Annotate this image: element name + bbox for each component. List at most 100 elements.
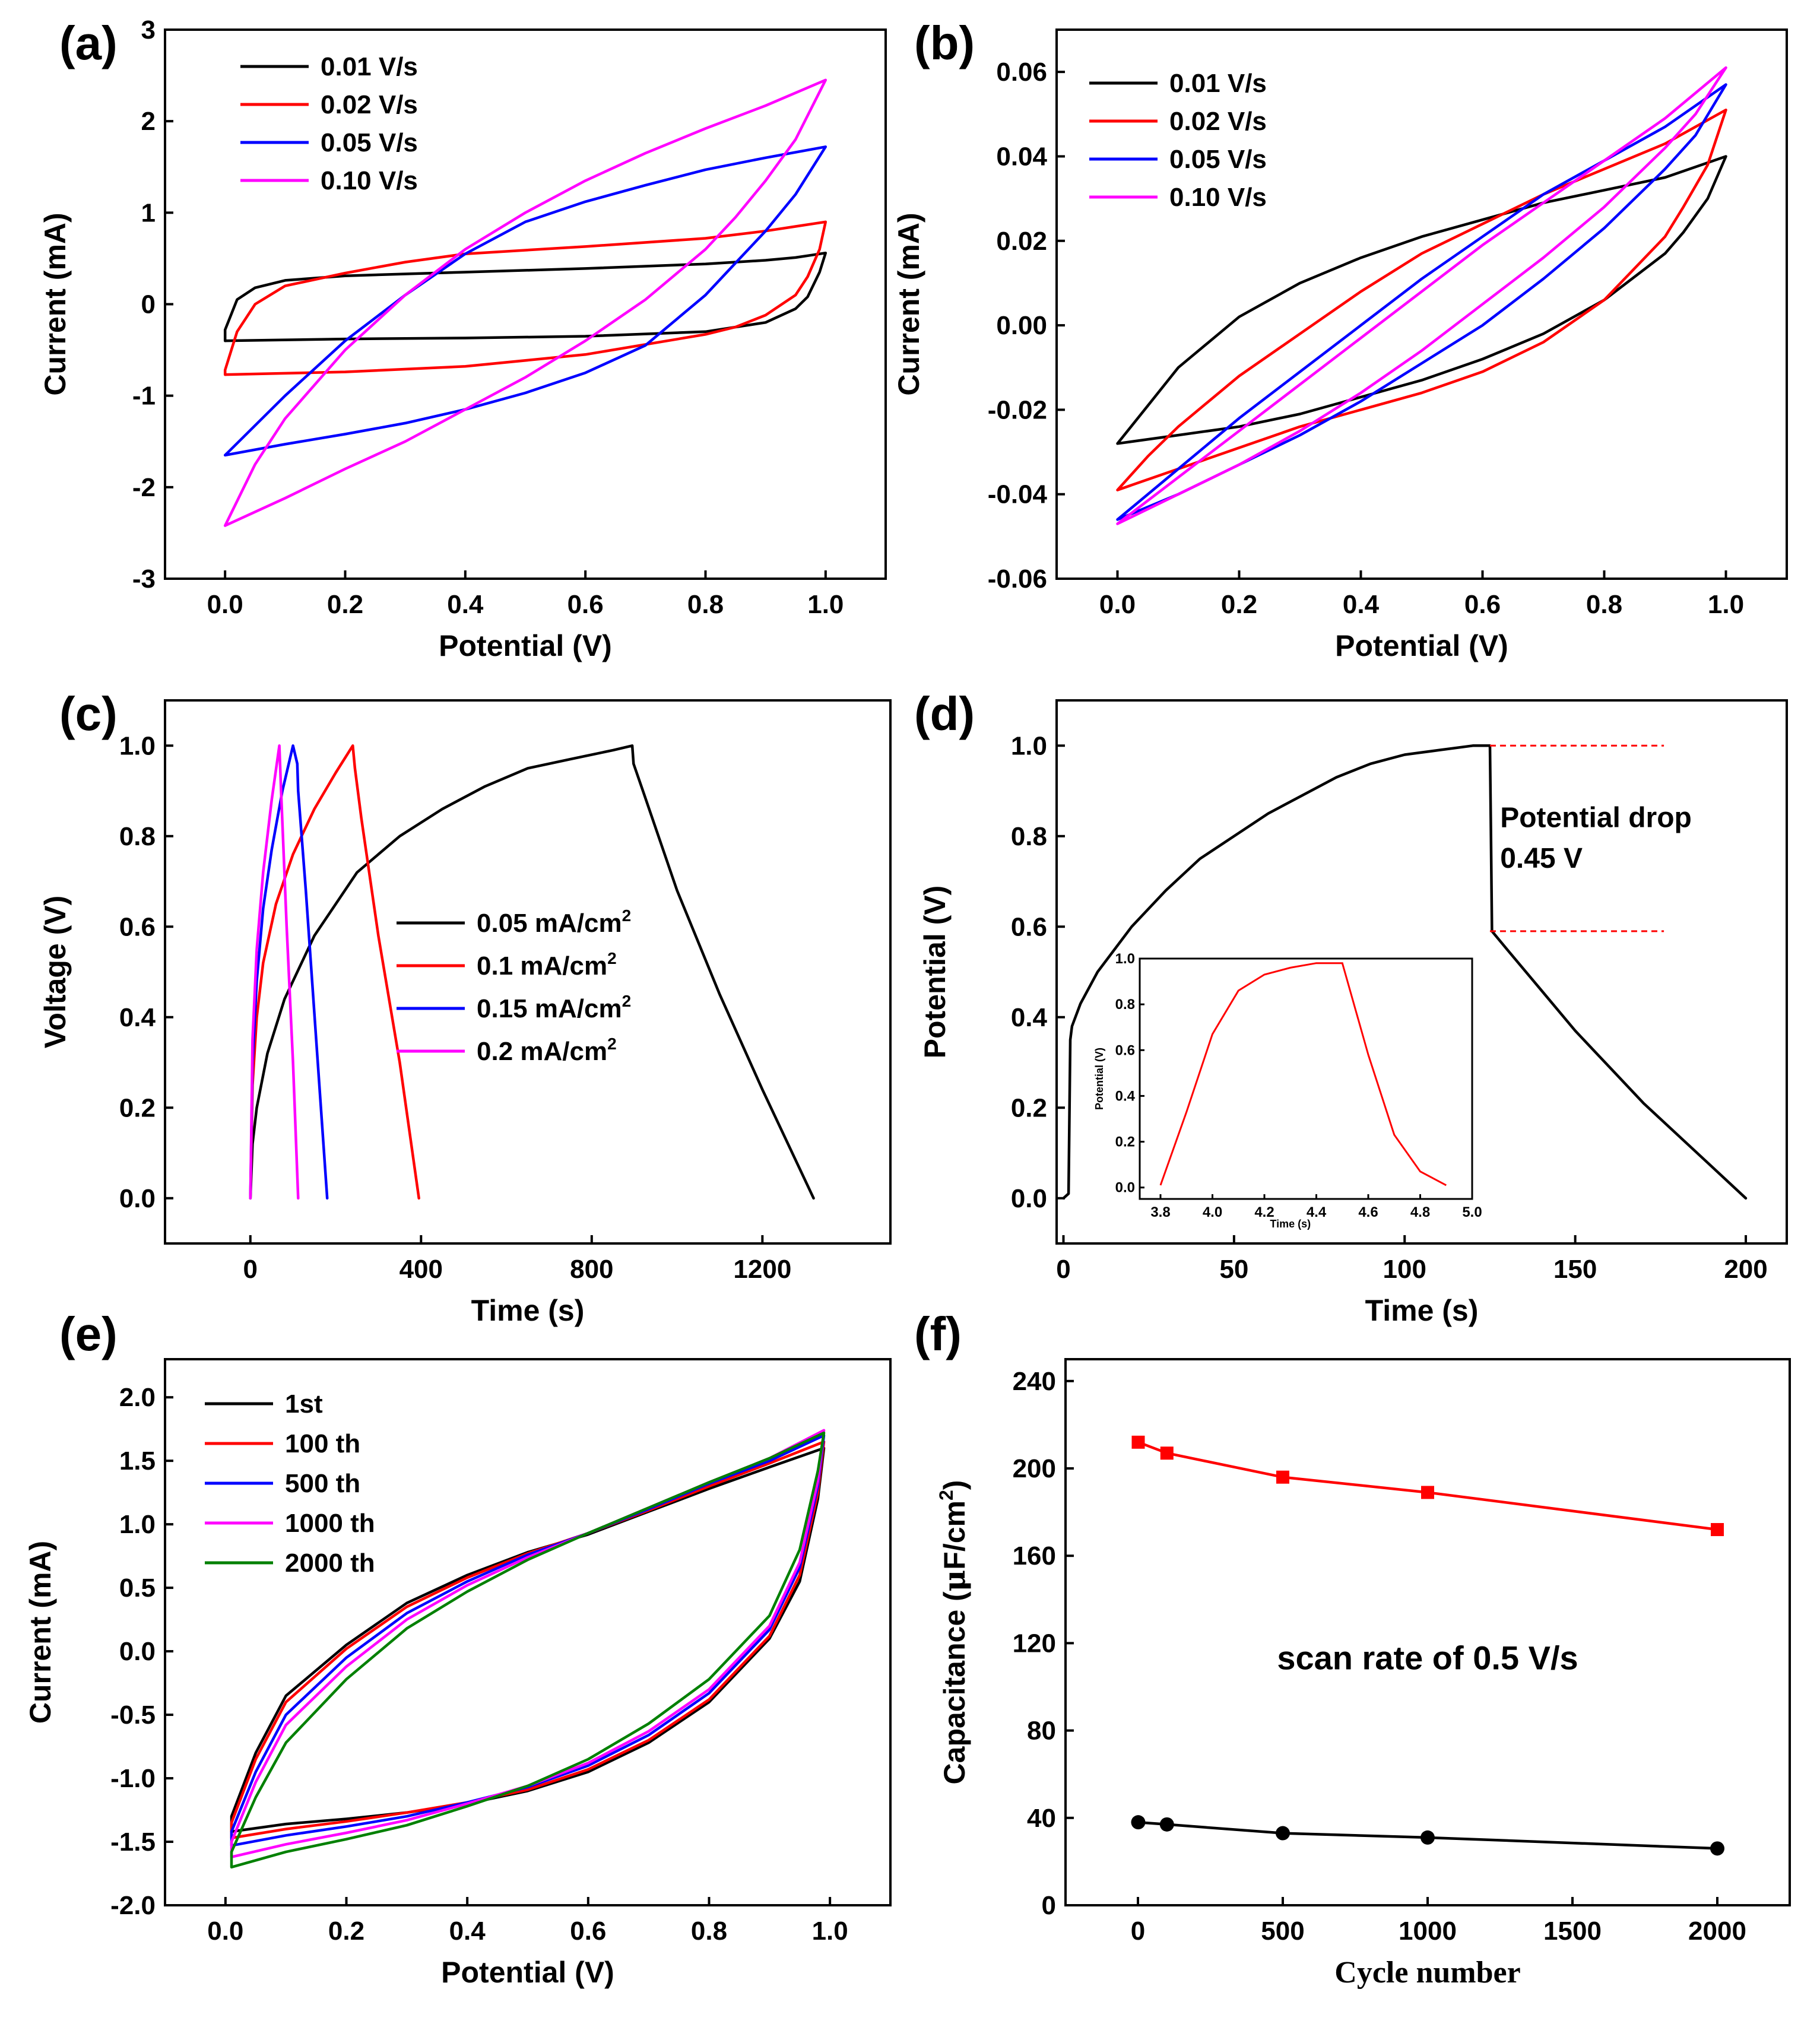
x-tick-label-b: 0.0 <box>1099 590 1136 619</box>
legend-label-b: 0.01 V/s <box>1169 69 1267 98</box>
y-axis-label-c: Voltage (V) <box>39 896 72 1048</box>
y-axis-label-a: Current (mA) <box>39 212 72 395</box>
y-axis-label-e: Current (mA) <box>24 1541 57 1724</box>
y-axis-label-f: Capacitance (μF/cm2) <box>936 1480 972 1785</box>
legend-sup-c: 2 <box>622 906 632 925</box>
y-tick-label-b: 0.06 <box>996 58 1047 87</box>
y-tick-label-a: 1 <box>141 198 156 227</box>
series-b-0-10-v-s <box>1116 66 1727 525</box>
inset-y-tick-label: 0.8 <box>1115 997 1135 1013</box>
inset-y-tick-label: 0.0 <box>1115 1180 1135 1196</box>
x-tick-label-a: 0.2 <box>327 590 363 619</box>
plot-frame-a <box>164 28 887 580</box>
y-tick-label-f: 240 <box>1013 1367 1056 1396</box>
inset-series <box>1159 962 1447 1186</box>
chart-panel-b: 0.0 0.2 0.4 0.6 0.8 1.0 -0.06 -0.04 -0.02 0.00 0.0… <box>892 17 1788 662</box>
series-a-0-05-v-s <box>223 145 827 457</box>
y-tick-label-d: 1.0 <box>1011 731 1047 760</box>
legend-label-b: 0.05 V/s <box>1169 145 1267 174</box>
chart-panel-f: 0 500 1000 1500 2000 0 40 80 120 160 200 240 Cycle n… <box>914 1308 1791 1990</box>
legend-sup-c: 2 <box>607 1035 617 1053</box>
y-tick-label-e: -2.0 <box>110 1891 156 1920</box>
x-tick-label-e: 0.2 <box>328 1917 364 1946</box>
x-tick-label-b: 0.6 <box>1464 590 1501 619</box>
y-tick-label-c: 0.6 <box>119 912 156 941</box>
x-tick-label-a: 0.4 <box>447 590 484 619</box>
data-point-f-red <box>1421 1486 1434 1499</box>
chart-panel-c: 0 400 800 1200 0.0 0.2 0.4 0.6 0.8 1.0 Time (s) Vol… <box>39 687 892 1327</box>
x-tick-label-c: 1200 <box>733 1255 791 1284</box>
y-tick-label-d: 0.8 <box>1011 822 1047 851</box>
series-e-2000-th <box>230 1431 826 1869</box>
y-tick-label-e: -0.5 <box>110 1700 156 1730</box>
y-tick-label-e: 2.0 <box>119 1383 156 1412</box>
legend-label-e: 1st <box>285 1389 323 1419</box>
y-tick-label-c: 1.0 <box>119 731 156 760</box>
x-tick-label-d: 0 <box>1056 1255 1070 1284</box>
inset-y-tick-label: 0.2 <box>1115 1134 1135 1150</box>
legend-label-b: 0.10 V/s <box>1169 183 1267 212</box>
panel-label-f: (f) <box>914 1308 962 1360</box>
y-tick-label-a: 3 <box>141 15 156 45</box>
y-axis-label-mu: μ <box>937 1570 972 1592</box>
x-tick-label-b: 0.4 <box>1343 590 1380 619</box>
plot-frame-e <box>164 1358 892 1906</box>
x-tick-label-e: 0.0 <box>207 1917 243 1946</box>
x-tick-label-d: 100 <box>1383 1255 1426 1284</box>
x-tick-label-f: 0 <box>1131 1917 1145 1946</box>
series-c-0-1-ma-cm2 <box>249 744 420 1200</box>
chart-panel-a: 0.0 0.2 0.4 0.6 0.8 1.0 -3 -2 -1 0 1 2 3 Potential (V… <box>39 15 887 662</box>
y-tick-label-b: -0.06 <box>988 564 1047 594</box>
plot-frame-c <box>164 699 892 1245</box>
inset-x-axis-label: Time (s) <box>1270 1218 1311 1230</box>
y-tick-label-e: 1.5 <box>119 1446 156 1476</box>
y-tick-label-f: 80 <box>1027 1717 1056 1746</box>
x-tick-label-c: 0 <box>243 1255 258 1284</box>
panel-label-e: (e) <box>59 1308 118 1360</box>
y-tick-label-e: -1.0 <box>110 1764 156 1793</box>
y-tick-label-f: 40 <box>1027 1804 1056 1833</box>
x-tick-label-f: 1000 <box>1399 1917 1457 1946</box>
y-axis-label-b: Current (mA) <box>892 212 925 395</box>
inset-frame <box>1139 957 1473 1200</box>
inset-y-axis-label: Potential (V) <box>1093 1048 1105 1110</box>
x-tick-label-e: 0.4 <box>449 1917 486 1946</box>
y-tick-label-b: 0.04 <box>996 142 1047 171</box>
y-tick-label-c: 0.4 <box>119 1003 156 1032</box>
legend-label-e: 1000 th <box>285 1509 375 1538</box>
panel-label-d: (d) <box>914 687 975 740</box>
x-tick-label-f: 1500 <box>1543 1917 1602 1946</box>
y-tick-label-e: 0.5 <box>119 1573 156 1603</box>
y-tick-label-b: 0.02 <box>996 227 1047 256</box>
x-tick-label-d: 200 <box>1724 1255 1767 1284</box>
inset-x-tick-label: 4.0 <box>1203 1204 1222 1220</box>
y-tick-label-e: 1.0 <box>119 1510 156 1539</box>
y-axis-label-unit: F/cm <box>938 1500 971 1570</box>
x-tick-label-b: 1.0 <box>1708 590 1744 619</box>
x-axis-label-b: Potential (V) <box>1335 629 1508 662</box>
series-d-discharge <box>1062 744 1748 1200</box>
legend-sup-c: 2 <box>622 992 632 1010</box>
y-tick-label-e: -1.5 <box>110 1828 156 1857</box>
y-tick-label-a: 2 <box>141 107 156 136</box>
legend-label-e: 2000 th <box>285 1549 375 1578</box>
data-point-f-red <box>1131 1435 1145 1449</box>
x-tick-label-d: 50 <box>1219 1255 1248 1284</box>
data-point-f-black <box>1276 1826 1290 1841</box>
x-axis-label-c: Time (s) <box>471 1294 585 1327</box>
panel-label-c: (c) <box>59 687 118 740</box>
x-tick-label-e: 1.0 <box>812 1917 848 1946</box>
y-axis-label-part: Capacitance ( <box>938 1591 971 1784</box>
inset-x-tick-label: 5.0 <box>1462 1204 1482 1220</box>
x-tick-label-f: 500 <box>1261 1917 1304 1946</box>
y-tick-label-a: 0 <box>141 290 156 319</box>
y-tick-label-d: 0.6 <box>1011 912 1047 941</box>
potential-drop-value: 0.45 V <box>1500 843 1583 874</box>
y-tick-label-e: 0.0 <box>119 1637 156 1666</box>
y-tick-label-b: -0.04 <box>988 480 1048 509</box>
data-point-f-black <box>1131 1815 1146 1830</box>
inset-y-tick-label: 1.0 <box>1115 951 1135 967</box>
series-c-0-2-ma-cm2 <box>249 744 300 1200</box>
x-tick-label-e: 0.6 <box>570 1917 606 1946</box>
